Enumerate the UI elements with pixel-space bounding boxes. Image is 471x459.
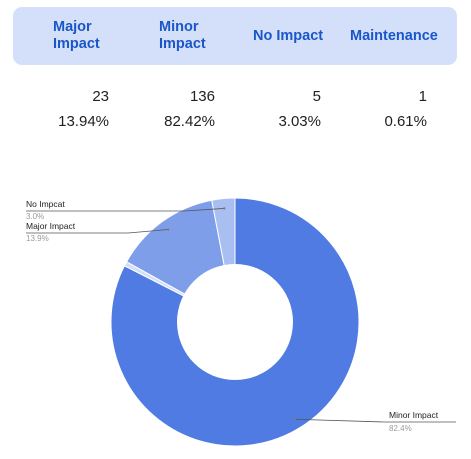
leader-line-major-impact xyxy=(26,229,169,234)
header-no-impact: No Impact xyxy=(253,27,324,44)
header-major-impact: Major Impact xyxy=(53,19,100,52)
slice-label-percent: 13.9% xyxy=(26,234,49,243)
count-minor-impact: 136 xyxy=(189,88,215,105)
count-no-impact: 5 xyxy=(312,88,321,105)
count-maintenance: 1 xyxy=(418,88,427,105)
leader-dot xyxy=(293,418,296,421)
slice-label-percent: 82.4% xyxy=(389,424,412,433)
slice-label-name: Minor Impact xyxy=(389,410,439,420)
summary-header-bar: Major Impact Minor Impact No Impact Main… xyxy=(13,7,457,65)
slice-label-name: No Impcat xyxy=(26,199,65,209)
header-maintenance: Maintenance xyxy=(350,27,438,44)
slice-label-percent: 3.0% xyxy=(26,212,44,221)
percent-maintenance: 0.61% xyxy=(384,113,427,130)
donut-labels: Minor Impact 82.4% Major Impact 13.9% No Imp… xyxy=(26,199,456,433)
leader-line-no-impcat xyxy=(26,208,225,212)
donut-hole xyxy=(177,264,293,380)
percent-no-impact: 3.03% xyxy=(278,113,321,130)
leader-dot xyxy=(166,228,170,231)
percent-minor-impact: 82.42% xyxy=(164,113,215,130)
percent-major-impact: 13.94% xyxy=(58,113,109,130)
count-major-impact: 23 xyxy=(92,88,109,105)
slice-label-name: Major Impact xyxy=(26,221,76,231)
leader-line-minor-impact xyxy=(294,418,456,423)
leader-dot xyxy=(223,207,226,210)
header-minor-impact: Minor Impact xyxy=(159,19,206,52)
